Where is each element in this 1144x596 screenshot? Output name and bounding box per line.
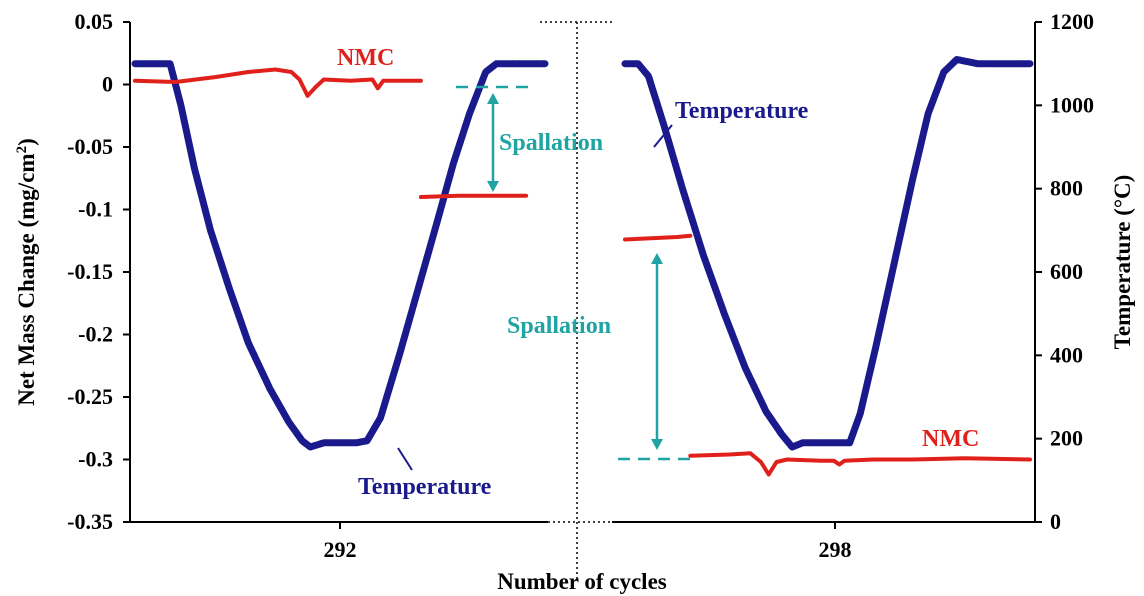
left-tick-label-5: -0.2 xyxy=(78,322,113,347)
temperature-series-right-3 xyxy=(621,56,1034,451)
left-axis-title-close: ) xyxy=(14,138,39,146)
temperature-right-label: Temperature xyxy=(675,98,809,124)
right-tick-label-2: 800 xyxy=(1050,176,1083,201)
spallation-right-arrowhead-bottom xyxy=(651,439,663,450)
x-tick-label-298: 298 xyxy=(819,537,852,562)
spallation-left-label: Spallation xyxy=(499,130,603,156)
spallation-left-arrowhead-bottom xyxy=(487,181,499,192)
left-axis-title: Net Mass Change (mg/cm2) xyxy=(14,138,39,406)
right-tick-label-5: 200 xyxy=(1050,426,1083,451)
nmc-right-label: NMC xyxy=(922,426,979,452)
nmc-series-right-5 xyxy=(688,451,1032,477)
spallation-right-arrowhead-top xyxy=(651,253,663,264)
left-tick-label-7: -0.3 xyxy=(78,447,113,472)
nmc-left-label: NMC xyxy=(337,45,394,71)
temperature-left-label: Temperature xyxy=(358,474,492,500)
spallation-left-arrowhead-top xyxy=(487,93,499,104)
temp-right-leader xyxy=(653,124,673,148)
left-axis-title-main: Net Mass Change (mg/cm xyxy=(14,153,39,405)
right-axis-ticks: 1200 1000 800 600 400 200 0 xyxy=(1035,9,1094,534)
nmc-series-right-4 xyxy=(623,233,693,242)
left-tick-label-8: -0.35 xyxy=(67,509,113,534)
x-tick-label-292: 292 xyxy=(324,537,357,562)
right-tick-label-4: 400 xyxy=(1050,342,1083,367)
spallation-right-label: Spallation xyxy=(507,313,611,339)
left-tick-label-2: -0.05 xyxy=(67,134,113,159)
left-axis-title-sup: 2 xyxy=(14,146,30,154)
left-tick-label-0: 0.05 xyxy=(75,9,114,34)
right-tick-label-3: 600 xyxy=(1050,259,1083,284)
nmc-series-left-1 xyxy=(133,67,423,98)
left-tick-label-1: 0 xyxy=(102,72,113,97)
left-tick-label-3: -0.1 xyxy=(78,197,113,222)
right-tick-label-6: 0 xyxy=(1050,509,1061,534)
left-tick-label-6: -0.25 xyxy=(67,384,113,409)
x-axis-title: Number of cycles xyxy=(497,569,667,594)
left-axis-ticks: 0.05 0 -0.05 -0.1 -0.15 -0.2 -0.25 -0.3 -0.35 xyxy=(67,9,130,534)
temperature-series-left-0 xyxy=(131,60,549,451)
series-group xyxy=(131,56,1034,477)
nmc-series-left-2 xyxy=(418,193,529,199)
right-tick-label-0: 1200 xyxy=(1050,9,1094,34)
right-tick-label-1: 1000 xyxy=(1050,92,1094,117)
left-tick-label-4: -0.15 xyxy=(67,259,113,284)
temp-left-leader xyxy=(397,447,413,471)
right-axis-title: Temperature (°C) xyxy=(1110,175,1135,350)
